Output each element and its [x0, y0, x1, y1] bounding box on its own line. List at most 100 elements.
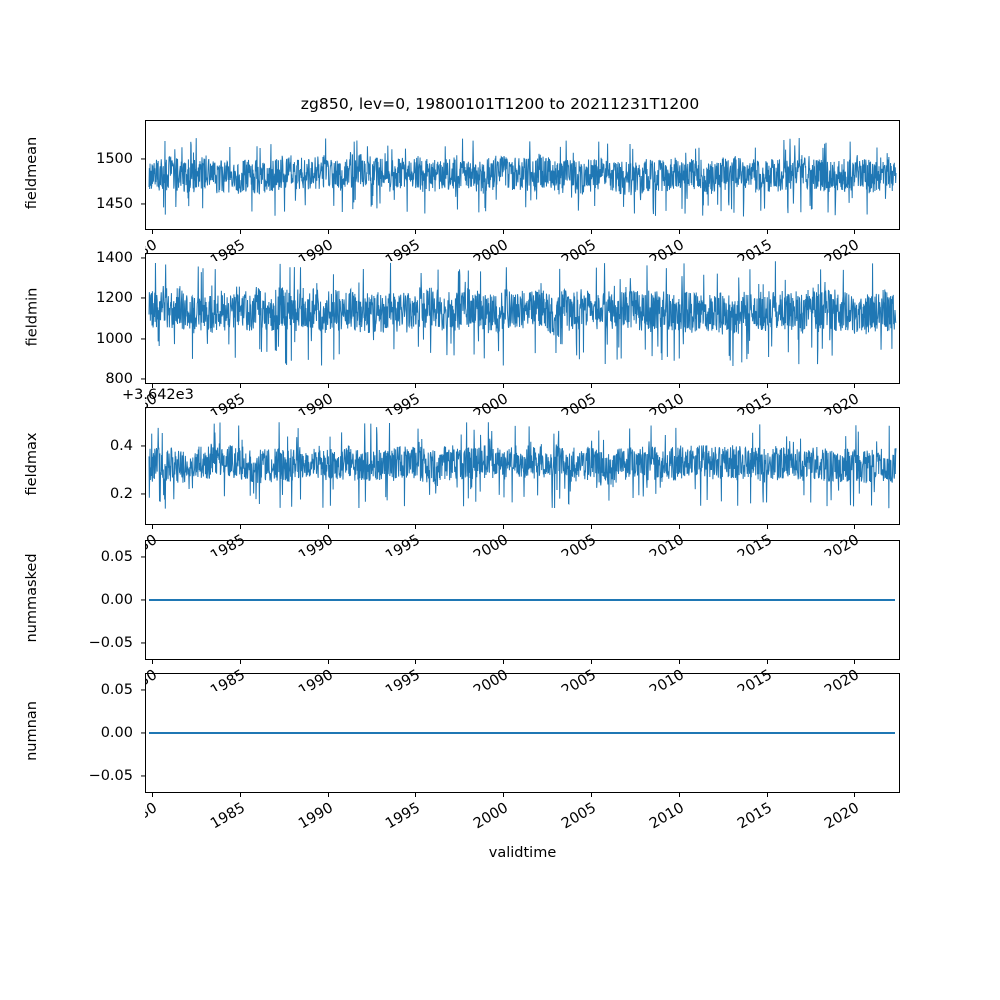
x-tick-mark [678, 384, 680, 389]
y-tick-label: 0.2 [109, 485, 133, 502]
x-tick-label: 1990 [295, 800, 336, 833]
line-fieldmin [149, 261, 896, 366]
y-tick-mark [140, 732, 145, 734]
x-tick-mark [678, 230, 680, 235]
y-tick-mark [140, 689, 145, 691]
x-tick-mark [415, 230, 417, 235]
x-tick-mark [239, 230, 241, 235]
x-tick-mark [766, 230, 768, 235]
x-tick-label: 2020 [822, 800, 863, 833]
x-tick-mark [152, 384, 154, 389]
x-tick-mark [766, 660, 768, 665]
y-tick-mark [140, 203, 145, 205]
x-tick-mark [766, 793, 768, 798]
x-tick-mark [415, 793, 417, 798]
x-tick-mark [327, 660, 329, 665]
y-tick-label: 0.05 [100, 682, 133, 699]
x-tick-mark [590, 230, 593, 235]
x-tick-mark [766, 525, 768, 530]
y-axis-offset-text: +3.642e3 [122, 387, 194, 403]
y-tick-mark [140, 157, 145, 160]
x-tick-mark [854, 660, 856, 665]
page-title: zg850, lev=0, 19800101T1200 to 20211231T… [300, 95, 700, 113]
x-tick-mark [854, 230, 856, 235]
x-tick-mark [415, 660, 417, 665]
x-tick-mark [503, 660, 505, 665]
x-tick-mark [678, 660, 680, 665]
x-tick-mark [590, 793, 593, 798]
x-tick-mark [766, 384, 768, 389]
y-tick-label: 800 [105, 370, 133, 387]
x-tick-mark [327, 525, 329, 530]
subplot-numnan [145, 673, 900, 793]
y-axis-label-numnan: numnan [24, 701, 40, 761]
data-series-fieldmin [146, 254, 899, 383]
y-tick-label: 1200 [96, 290, 133, 307]
y-axis-label-fieldmean: fieldmean [24, 136, 40, 210]
y-tick-mark [140, 642, 145, 644]
x-tick-label: 2015 [734, 800, 775, 833]
subplot-nummasked [145, 540, 900, 660]
data-series-numnan [146, 674, 899, 792]
x-tick-mark [503, 793, 505, 798]
x-tick-mark [590, 384, 593, 389]
x-tick-mark [415, 384, 417, 389]
x-tick-mark [590, 525, 593, 530]
line-fieldmean [149, 138, 896, 216]
y-tick-label: 1000 [96, 330, 133, 347]
y-tick-label: 0.00 [100, 592, 133, 608]
y-tick-mark [140, 297, 145, 299]
y-tick-mark [140, 599, 145, 601]
x-tick-mark [854, 525, 856, 530]
x-tick-mark [239, 793, 241, 798]
y-axis-label-nummasked: nummasked [24, 553, 40, 643]
x-tick-mark [239, 525, 241, 530]
y-tick-mark [140, 444, 145, 447]
plot-area-numnan [146, 674, 899, 792]
plot-area-fieldmean [146, 121, 899, 229]
plot-area-nummasked [146, 541, 899, 659]
x-tick-label: 1980 [145, 800, 161, 833]
x-tick-mark [152, 230, 154, 235]
y-axis-label-fieldmax: fieldmax [24, 432, 40, 496]
x-tick-label: 2005 [559, 800, 599, 833]
y-tick-mark [140, 257, 145, 259]
x-axis-label: validtime [488, 845, 557, 861]
x-tick-mark [503, 230, 505, 235]
y-tick-label: 0.05 [100, 549, 133, 566]
x-tick-mark [327, 230, 329, 235]
x-tick-mark [503, 384, 505, 389]
y-tick-mark [140, 378, 145, 380]
line-fieldmax [149, 422, 896, 508]
x-tick-mark [854, 793, 856, 798]
x-tick-mark [678, 793, 680, 798]
data-series-nummasked [146, 541, 899, 659]
y-tick-label: −0.05 [88, 634, 133, 651]
x-tick-mark [678, 525, 680, 530]
x-tick-mark [152, 793, 154, 798]
x-tick-mark [239, 660, 241, 665]
plot-area-fieldmax [146, 408, 899, 524]
x-tick-mark [327, 384, 329, 389]
y-tick-mark [140, 556, 145, 558]
y-axis-label-fieldmin: fieldmin [24, 287, 40, 346]
subplot-fieldmin [145, 253, 900, 384]
y-tick-label: 1450 [96, 196, 133, 213]
y-tick-label: 0.4 [109, 437, 133, 454]
plot-area-fieldmin [146, 254, 899, 383]
subplot-fieldmax [145, 407, 900, 525]
x-tick-label-row: 1980 1985 1990 1995 2000 2005 2010 2015 2020 [145, 798, 900, 840]
data-series-fieldmean [146, 121, 899, 229]
x-tick-mark [415, 525, 417, 530]
x-tick-mark [503, 525, 505, 530]
y-tick-label: 0.00 [100, 725, 133, 741]
x-tick-label: 1995 [383, 800, 424, 833]
x-tick-mark [239, 384, 241, 389]
subplot-fieldmean [145, 120, 900, 230]
y-tick-label: −0.05 [88, 767, 133, 784]
x-tick-label: 2000 [471, 800, 512, 833]
y-tick-mark [140, 493, 145, 495]
data-series-fieldmax [146, 408, 899, 524]
x-tick-label: 1985 [207, 800, 248, 833]
